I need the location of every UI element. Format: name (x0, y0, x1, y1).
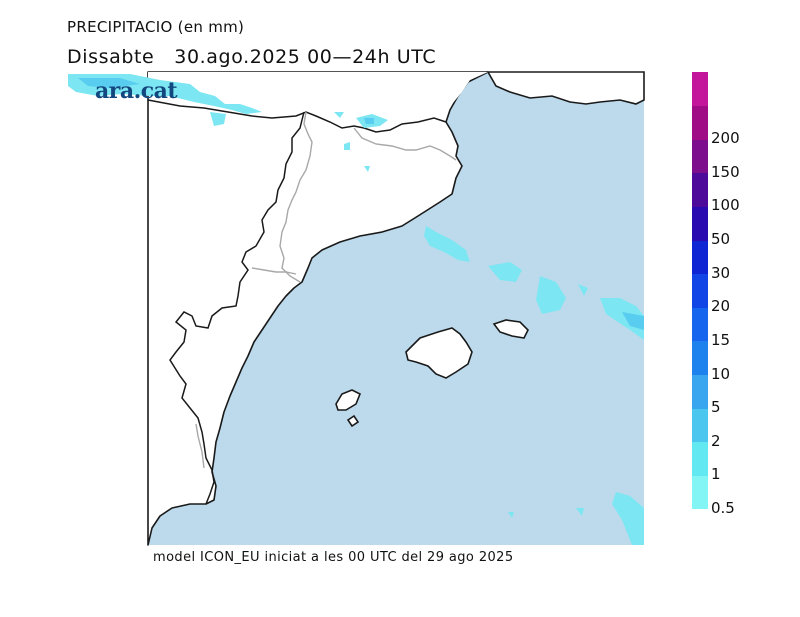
ara-cat-logo: ara.cat (95, 78, 178, 104)
island-ibiza (335, 389, 362, 411)
west-boundary (169, 111, 305, 505)
northern-land (486, 71, 645, 105)
legend-tick-label: 150 (711, 162, 740, 181)
legend-swatch (692, 273, 708, 308)
map-title: PRECIPITACIO (en mm) (67, 18, 245, 36)
mainland (147, 71, 489, 546)
rain-patches (68, 74, 644, 545)
legend-tick-label: 30 (711, 263, 731, 282)
legend-tick-label: 2 (711, 431, 721, 450)
island-formentera (346, 414, 360, 428)
legend-tick-label: 200 (711, 129, 740, 148)
legend-tick-label: 10 (711, 364, 731, 383)
legend-swatch (692, 139, 708, 174)
legend-tick-label: 5 (711, 398, 721, 417)
map-subtitle: Dissabte 30.ago.2025 00—24h UTC (67, 46, 437, 68)
legend-tick-label: 15 (711, 330, 731, 349)
legend-swatch (692, 172, 708, 207)
legend-swatch (692, 240, 708, 275)
legend-tick-label: 50 (711, 230, 731, 249)
legend-tick-label: 100 (711, 196, 740, 215)
legend-swatch (692, 206, 708, 241)
france-area (148, 72, 488, 130)
legend-swatch (692, 72, 708, 107)
legend-swatch (692, 374, 708, 409)
legend-tick-label: 20 (711, 297, 731, 316)
legend-swatch (692, 441, 708, 476)
island-mallorca (405, 327, 473, 379)
legend-swatch (692, 340, 708, 376)
legend-swatch (692, 307, 708, 342)
legend-tick-label: 0.5 (711, 499, 735, 517)
legend-swatch (692, 475, 708, 510)
legend-swatch (692, 105, 708, 140)
precipitation-legend (692, 72, 708, 510)
legend-swatch (692, 408, 708, 443)
island-menorca (492, 319, 529, 339)
model-footer: model ICON_EU iniciat a les 00 UTC del 2… (153, 550, 514, 565)
pyrenees-border (147, 99, 447, 133)
internal-borders (195, 111, 457, 469)
legend-tick-label: 1 (711, 465, 721, 484)
